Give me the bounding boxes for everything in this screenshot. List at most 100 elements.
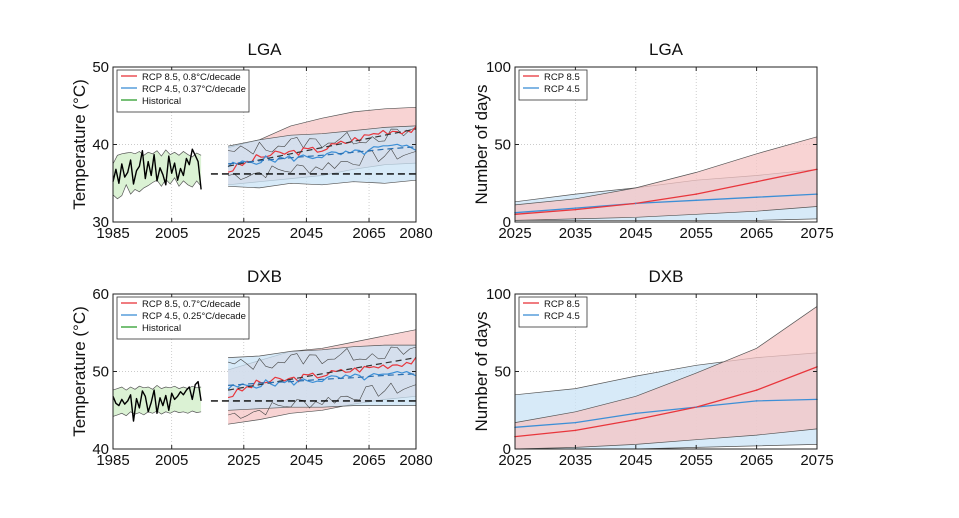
lga-days-rcp85-point: [755, 180, 758, 183]
lga-temp-rcp85-series: [227, 126, 417, 173]
lga-temp-x-tick-label: 2005: [155, 225, 188, 242]
dxb-temp-legend-entry: Historical: [142, 323, 181, 334]
dxb-days-title: DXB: [649, 267, 684, 286]
lga-temp-legend-box: [116, 69, 250, 113]
dxb-days-rcp85-point: [635, 418, 637, 421]
dxb-days-y-axis-label: Number of days: [472, 312, 491, 432]
dxb-days-x-tick-label: 2025: [498, 452, 531, 469]
dxb-days-y-tick-label: 100: [486, 286, 511, 303]
dxb-days-x-tick-label: 2075: [800, 452, 833, 469]
lga-days-x-tick-label: 2075: [800, 225, 833, 242]
lga-days-y-tick-label: 0: [503, 214, 511, 231]
lga-temp-x-tick-label: 2025: [227, 225, 260, 242]
lga-temp-x-tick-label: 2080: [399, 225, 432, 242]
lga-days-legend-box: [518, 69, 588, 101]
lga-temp-y-tick-label: 30: [92, 214, 109, 231]
dxb-days-rcp45-series: [514, 398, 818, 428]
dxb-days-rcp85-series: [514, 366, 818, 438]
lga-days-y-axis-label: Number of days: [472, 85, 491, 205]
dxb-days-legend-entry: RCP 8.5: [544, 299, 580, 310]
dxb-days-x-tick-label: 2035: [559, 452, 592, 469]
lga-days-x-tick-label: 2045: [619, 225, 652, 242]
lga-temp-rcp45-band-upper-edge: [228, 125, 417, 147]
dxb-temp-x-tick-label: 2080: [399, 452, 432, 469]
lga-temp-historical-series: [112, 148, 202, 190]
dxb-days-y-tick-label: 50: [494, 364, 511, 381]
dxb-temp-rcp85-series: [227, 356, 417, 399]
dxb-temp-rcp45-inner-upper: [228, 346, 417, 370]
dxb-temp-rcp45-band-upper-edge: [228, 344, 416, 358]
dxb-temp-rcp45-band: [228, 345, 416, 411]
lga-temp-x-tick-label: 1985: [96, 225, 129, 242]
dxb-temp-legend-entry: RCP 4.5, 0.25°C/decade: [142, 311, 246, 322]
lga-days-y-tick-label: 50: [494, 137, 511, 154]
lga-temp-historical-band: [113, 149, 202, 199]
dxb-temp-x-tick-label: 2025: [227, 452, 260, 469]
lga-days-rcp45-point: [574, 207, 577, 209]
lga-days-x-tick-label: 2035: [559, 225, 592, 242]
dxb-temp-y-tick-label: 60: [92, 286, 109, 303]
dxb-temp-y-axis-label: Temperature (°C): [70, 306, 89, 437]
lga-days-rcp45-point: [755, 196, 758, 198]
dxb-temp-y-tick-label: 50: [92, 364, 109, 381]
lga-temp-rcp45-trend: [228, 146, 417, 165]
dxb-temp-rcp45-trend: [228, 373, 417, 386]
lga-days-rcp45-band-lower-edge: [515, 218, 818, 221]
lga-temp-legend-entry: RCP 8.5, 0.8°C/decade: [142, 72, 241, 83]
lga-temp-rcp85-inner-lower: [228, 148, 417, 180]
lga-days-panel: 2025 2035 2045 2055 2065 2075 0 50 100 LGA Number …: [472, 40, 834, 242]
dxb-temp-title: DXB: [247, 267, 282, 286]
lga-days-rcp85-point: [695, 193, 697, 195]
dxb-days-rcp85-band-lower-edge: [514, 428, 818, 450]
lga-days-x-tick-label: 2065: [740, 225, 773, 242]
lga-temp-rcp45-band-lower-edge: [228, 179, 417, 189]
lga-temp-legend-entry: RCP 4.5, 0.37°C/decade: [142, 84, 246, 95]
dxb-days-x-tick-label: 2065: [740, 452, 773, 469]
dxb-temp-panel: 1985 2005 2025 2045 2065 2080 40 50 60 DXB Tempera…: [70, 267, 433, 469]
dxb-days-rcp85-point: [755, 389, 758, 391]
dxb-days-rcp85-band-upper-edge: [514, 306, 818, 423]
dxb-temp-rcp45-series: [227, 371, 417, 390]
lga-temp-historical-band-upper-edge: [112, 149, 202, 165]
lga-days-legend-entry: RCP 4.5: [544, 84, 580, 95]
dxb-temp-x-tick-label: 2045: [290, 452, 323, 469]
lga-days-rcp45-point: [635, 202, 637, 205]
dxb-temp-historical-band-upper-edge: [112, 384, 202, 391]
dxb-days-rcp45-point: [574, 421, 577, 424]
dxb-temp-x-tick-label: 1985: [96, 452, 129, 469]
dxb-temp-legend-entry: RCP 8.5, 0.7°C/decade: [142, 299, 241, 310]
dxb-temp-legend-box: [116, 296, 250, 340]
lga-temp-y-tick-label: 40: [92, 137, 109, 154]
dxb-temp-historical-series: [112, 380, 202, 422]
lga-days-rcp85-series: [514, 168, 818, 215]
lga-temp-rcp85-trend: [227, 128, 417, 167]
lga-temp-y-tick-label: 50: [92, 59, 109, 76]
lga-days-rcp85-band-upper-edge: [514, 136, 818, 206]
lga-days-x-tick-label: 2055: [680, 225, 713, 242]
lga-temp-title: LGA: [247, 40, 282, 59]
dxb-days-x-tick-label: 2045: [619, 452, 652, 469]
dxb-days-legend-box: [518, 296, 588, 328]
dxb-days-legend-entry: RCP 4.5: [544, 311, 580, 322]
dxb-days-panel: 2025 2035 2045 2055 2065 2075 0 50 100 DXB Number …: [472, 267, 834, 469]
lga-days-x-tick-label: 2025: [498, 225, 531, 242]
dxb-days-rcp85-band: [515, 306, 817, 449]
dxb-temp-x-tick-label: 2065: [352, 452, 385, 469]
lga-temp-panel: 1985 2005 2025 2045 2065 2080 30 40 50 LGA Tempera…: [70, 40, 433, 242]
dxb-temp-rcp45-band-lower-edge: [228, 405, 416, 411]
dxb-temp-y-tick-label: 40: [92, 441, 109, 458]
dxb-days-rcp45-point: [635, 412, 637, 415]
dxb-temp-rcp85-inner-lower: [228, 382, 417, 419]
dxb-temp-x-tick-label: 2005: [155, 452, 188, 469]
dxb-days-rcp45-point: [755, 400, 758, 402]
dxb-temp-rcp85-trend: [227, 357, 417, 391]
dxb-days-rcp45-point: [695, 406, 697, 408]
lga-days-title: LGA: [649, 40, 684, 59]
lga-days-legend-entry: RCP 8.5: [544, 72, 580, 83]
lga-days-rcp85-point: [574, 208, 577, 211]
dxb-days-rcp85-point: [574, 429, 577, 432]
lga-days-rcp85-band-lower-edge: [514, 206, 818, 221]
lga-temp-y-axis-label: Temperature (°C): [70, 79, 89, 210]
lga-days-rcp45-point: [695, 199, 697, 202]
